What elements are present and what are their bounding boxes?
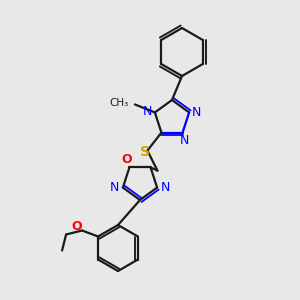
Text: N: N xyxy=(160,181,170,194)
Text: N: N xyxy=(110,181,120,194)
Text: O: O xyxy=(121,153,132,166)
Text: O: O xyxy=(72,220,83,233)
Text: N: N xyxy=(191,106,201,119)
Text: CH₃: CH₃ xyxy=(110,98,129,108)
Text: S: S xyxy=(140,145,150,159)
Text: N: N xyxy=(180,134,189,147)
Text: N: N xyxy=(143,105,153,118)
